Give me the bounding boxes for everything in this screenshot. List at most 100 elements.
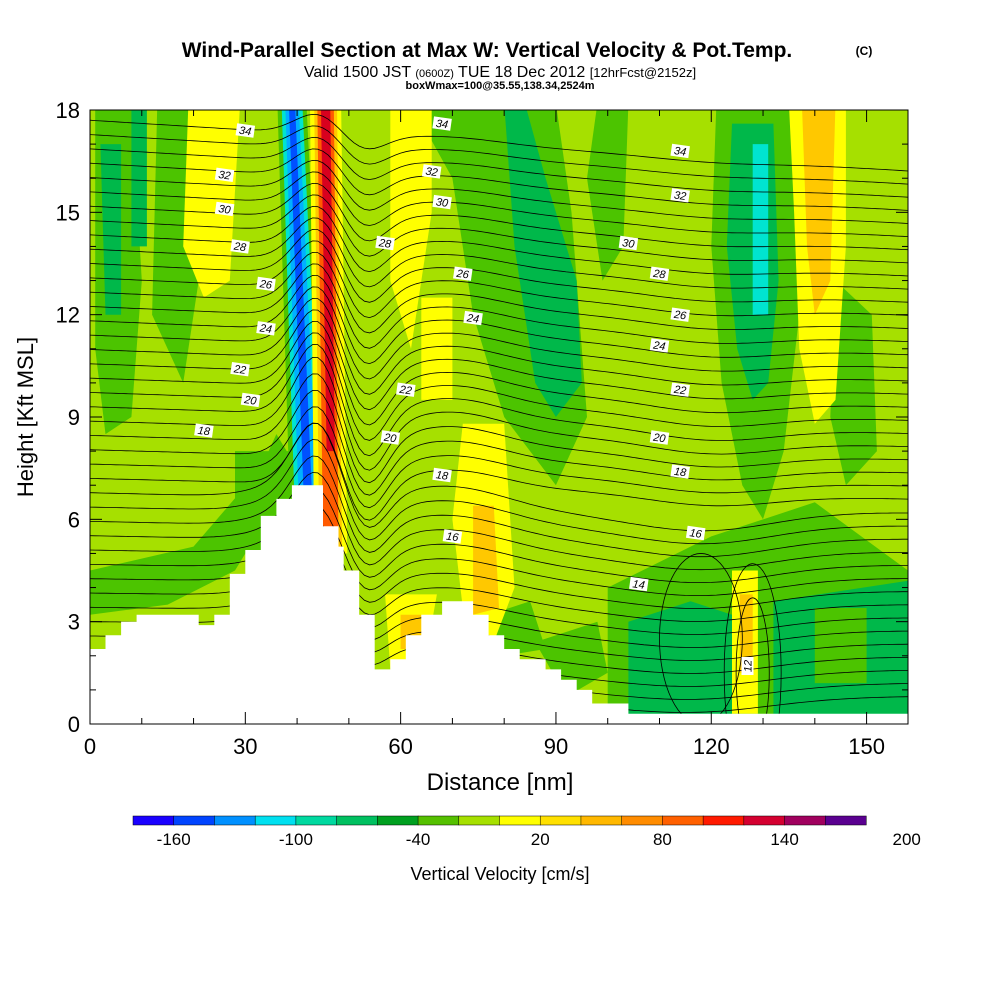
contour-label-box xyxy=(240,392,261,408)
chart-title: Wind-Parallel Section at Max W: Vertical… xyxy=(182,39,793,62)
contour-label-text: 20 xyxy=(242,394,258,408)
contour-label-box xyxy=(670,143,690,159)
contour-label-box xyxy=(432,116,452,131)
contour-label: 14 xyxy=(629,576,649,592)
x-tick-label: 90 xyxy=(544,734,568,759)
contour-label-text: 26 xyxy=(672,309,688,323)
field-patch xyxy=(830,280,877,486)
contour-label-box xyxy=(685,525,706,541)
contour-label-box xyxy=(670,307,690,322)
theta-contour xyxy=(90,171,908,237)
colorbar-swatch xyxy=(580,815,623,826)
contour-label-box xyxy=(230,239,250,254)
contour-label: 28 xyxy=(649,266,670,282)
field-patch xyxy=(421,297,453,400)
contour-label: 34 xyxy=(670,143,690,159)
contour-label-text: 32 xyxy=(425,166,439,180)
y-tick-label: 6 xyxy=(68,507,80,532)
velocity-field xyxy=(90,110,908,724)
contour-label-box xyxy=(670,382,690,397)
downdraft-plume xyxy=(289,110,312,486)
theta-contour xyxy=(90,240,908,319)
theta-contour xyxy=(90,228,908,303)
contour-label: 26 xyxy=(453,266,473,282)
field-patch xyxy=(752,144,769,315)
contour-label-text: 22 xyxy=(398,384,413,398)
colorbar-swatch xyxy=(377,815,419,826)
y-tick-label: 12 xyxy=(56,303,80,328)
theta-contour xyxy=(90,251,908,334)
theta-contours xyxy=(90,113,908,724)
contour-label-text: 34 xyxy=(673,145,687,159)
contour-label-text: 14 xyxy=(632,578,646,592)
colorbar: -160 -100 -40 20 80 140 200 xyxy=(132,815,921,849)
colorbar-swatch xyxy=(336,815,378,826)
subtitle-forecast: [12hrFcst@2152z] xyxy=(590,65,696,80)
field-patch xyxy=(473,505,499,615)
theta-contour xyxy=(90,472,908,571)
contour-label-text: 28 xyxy=(651,268,667,282)
contour-label-text: 32 xyxy=(673,189,687,203)
contour-label-box xyxy=(629,576,649,592)
contour-label: 20 xyxy=(240,392,261,408)
contour-label: 32 xyxy=(214,167,235,183)
contour-label-box xyxy=(670,464,690,479)
theta-contour xyxy=(90,263,908,349)
contour-label-text: 20 xyxy=(382,432,398,446)
y-tick-label: 18 xyxy=(56,98,80,123)
theta-contour xyxy=(659,553,743,724)
contour-label-text: 16 xyxy=(445,531,460,545)
theta-contour xyxy=(90,113,908,172)
y-tick-label: 15 xyxy=(56,200,80,225)
contour-label-text: 16 xyxy=(689,527,704,541)
y-tick-label: 9 xyxy=(68,405,80,430)
contour-label: 18 xyxy=(432,467,452,483)
theta-contour xyxy=(90,274,908,365)
theta-contour xyxy=(90,332,908,441)
contour-label: 26 xyxy=(670,307,690,323)
contour-label: 12 xyxy=(741,657,755,675)
contour-label-box xyxy=(432,467,452,483)
field-patch xyxy=(739,594,753,673)
contour-label-text: 12 xyxy=(743,660,755,672)
colorbar-swatch xyxy=(621,815,663,826)
contour-label-box xyxy=(649,338,670,353)
contour-label-text: 26 xyxy=(455,268,471,282)
contour-label-box xyxy=(463,310,483,326)
field-patch xyxy=(504,110,582,417)
contour-label-text: 30 xyxy=(435,196,450,210)
theta-contour xyxy=(90,505,908,596)
theta-contour xyxy=(90,406,908,509)
contour-label: 28 xyxy=(230,239,250,254)
contour-label-text: 18 xyxy=(673,466,688,480)
theta-contour xyxy=(90,125,908,185)
theta-contour xyxy=(90,455,908,558)
theta-contour xyxy=(90,320,908,426)
contour-label: 18 xyxy=(670,464,690,480)
field-patch xyxy=(390,110,432,349)
theta-contour xyxy=(90,422,908,532)
theta-contour xyxy=(90,356,908,471)
contour-label-box xyxy=(453,266,473,281)
theta-contour xyxy=(90,521,908,610)
colorbar-swatch xyxy=(499,815,541,826)
contour-label: 20 xyxy=(649,430,670,445)
contour-label: 16 xyxy=(442,529,463,545)
colorbar-swatch xyxy=(417,815,460,826)
colorbar-tick-label: 80 xyxy=(653,830,672,849)
y-tick-label: 3 xyxy=(68,610,80,635)
terrain xyxy=(90,485,908,724)
contour-label: 24 xyxy=(256,321,276,336)
contour-label-text: 24 xyxy=(258,322,273,336)
x-tick-label: 150 xyxy=(848,734,885,759)
subtitle-valid: Valid 1500 JST xyxy=(304,64,412,81)
contour-label-box xyxy=(230,362,250,377)
contour-label-box xyxy=(649,266,670,281)
field-patch xyxy=(90,434,298,615)
colorbar-tick-label: -160 xyxy=(157,830,191,849)
theta-contour xyxy=(90,286,908,380)
contour-label-text: 22 xyxy=(672,384,687,398)
field-patch xyxy=(100,144,122,315)
theta-contour xyxy=(90,538,908,622)
